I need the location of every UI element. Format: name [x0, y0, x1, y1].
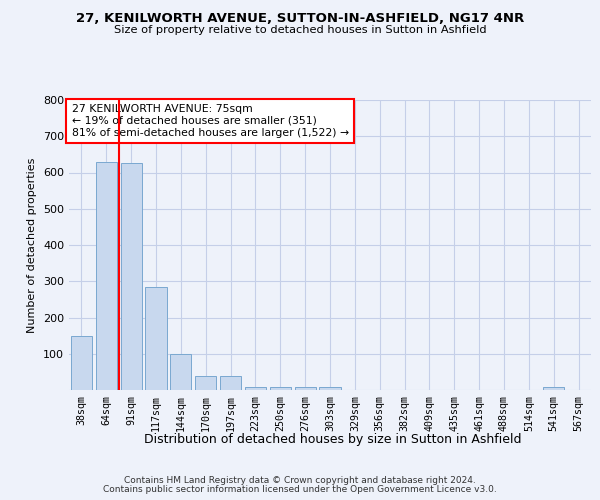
Text: Size of property relative to detached houses in Sutton in Ashfield: Size of property relative to detached ho…	[113, 25, 487, 35]
Bar	[220, 376, 241, 390]
Bar	[121, 164, 142, 390]
Text: Contains HM Land Registry data © Crown copyright and database right 2024.: Contains HM Land Registry data © Crown c…	[124, 476, 476, 485]
Bar	[170, 354, 191, 390]
Bar	[270, 387, 291, 390]
Bar	[543, 387, 564, 390]
Text: Distribution of detached houses by size in Sutton in Ashfield: Distribution of detached houses by size …	[144, 432, 522, 446]
Text: 27, KENILWORTH AVENUE, SUTTON-IN-ASHFIELD, NG17 4NR: 27, KENILWORTH AVENUE, SUTTON-IN-ASHFIEL…	[76, 12, 524, 26]
Bar	[71, 336, 92, 390]
Bar	[96, 162, 117, 390]
Text: 27 KENILWORTH AVENUE: 75sqm
← 19% of detached houses are smaller (351)
81% of se: 27 KENILWORTH AVENUE: 75sqm ← 19% of det…	[71, 104, 349, 138]
Text: Contains public sector information licensed under the Open Government Licence v3: Contains public sector information licen…	[103, 485, 497, 494]
Bar	[319, 387, 341, 390]
Bar	[295, 387, 316, 390]
Bar	[145, 286, 167, 390]
Bar	[195, 376, 216, 390]
Bar	[245, 387, 266, 390]
Y-axis label: Number of detached properties: Number of detached properties	[28, 158, 37, 332]
